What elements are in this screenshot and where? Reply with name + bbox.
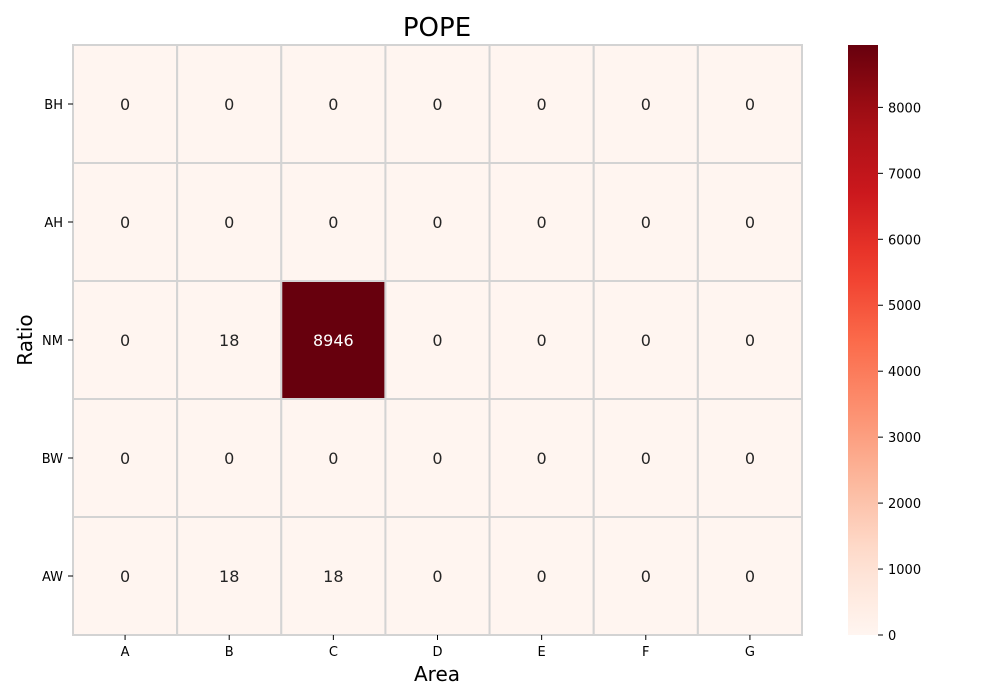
heatmap-cell (592, 398, 699, 518)
colorbar-tick-label: 2000 (888, 497, 921, 512)
y-axis: BH AH NM BW AW (42, 98, 73, 585)
colorbar-tick-label: 3000 (888, 431, 921, 446)
heatmap-cell (384, 280, 491, 400)
heatmap-cell (72, 398, 179, 518)
cell-value-label: 0 (328, 449, 338, 468)
heatmap-cell (176, 44, 283, 164)
y-axis-label: Ratio (13, 314, 37, 365)
cell-value-label: 0 (641, 331, 651, 350)
cell-value-label: 0 (120, 331, 130, 350)
cell-value-label: 0 (120, 95, 130, 114)
x-tick-label: B (225, 645, 234, 660)
cell-value-label: 0 (641, 213, 651, 232)
cell-value-label: 0 (432, 213, 442, 232)
cell-value-label: 0 (432, 449, 442, 468)
cell-value-label: 8946 (313, 331, 354, 350)
colorbar-tick-label: 6000 (888, 233, 921, 248)
cell-value-label: 0 (120, 567, 130, 586)
cell-value-label: 0 (224, 95, 234, 114)
colorbar: 0 1000 2000 3000 4000 5000 6000 7000 8000 (848, 45, 921, 644)
cell-value-label: 0 (745, 331, 755, 350)
heatmap-cell (280, 162, 387, 282)
heatmap-cell (696, 398, 803, 518)
x-axis-label: Area (414, 662, 460, 686)
cell-value-label: 0 (537, 213, 547, 232)
cell-value-label: 0 (537, 449, 547, 468)
colorbar-tick-label: 8000 (888, 101, 921, 116)
x-tick-label: D (432, 645, 442, 660)
y-tick-label: AW (42, 570, 63, 585)
cell-value-label: 0 (745, 213, 755, 232)
y-tick-label: NM (42, 334, 63, 349)
cell-value-label: 0 (745, 567, 755, 586)
heatmap-cell (384, 398, 491, 518)
heatmap-cell (488, 162, 595, 282)
cell-value-label: 18 (323, 567, 343, 586)
heatmap-cell (592, 44, 699, 164)
cell-value-label: 0 (641, 95, 651, 114)
colorbar-gradient (848, 45, 878, 635)
cell-value-label: 0 (432, 95, 442, 114)
heatmap-cells: 0 0 0 0 0 0 0 0 0 0 0 0 0 0 0 18 8946 0 0 0 0 0 0 0 0 0 0 0 0 18 18 0 0 0… (72, 44, 803, 636)
x-tick-label: E (538, 645, 546, 660)
x-tick-label: G (745, 645, 755, 660)
heatmap-cell (488, 280, 595, 400)
y-tick-label: BW (42, 452, 63, 467)
colorbar-tick-label: 7000 (888, 167, 921, 182)
cell-value-label: 0 (328, 95, 338, 114)
y-tick-label: BH (44, 98, 63, 113)
cell-value-label: 18 (219, 331, 239, 350)
heatmap-cell (592, 280, 699, 400)
heatmap-cell (176, 280, 283, 400)
colorbar-tick-label: 5000 (888, 299, 921, 314)
cell-value-label: 0 (641, 567, 651, 586)
heatmap-cell (696, 280, 803, 400)
heatmap-cell (280, 44, 387, 164)
cell-value-label: 0 (745, 95, 755, 114)
heatmap-cell (280, 280, 387, 400)
colorbar-tick-label: 0 (888, 629, 896, 644)
cell-value-label: 0 (537, 95, 547, 114)
cell-value-label: 0 (224, 213, 234, 232)
cell-value-label: 0 (641, 449, 651, 468)
x-axis: A B C D E F G (121, 635, 755, 660)
cell-value-label: 0 (537, 567, 547, 586)
cell-value-label: 0 (224, 449, 234, 468)
cell-value-label: 0 (120, 449, 130, 468)
heatmap-cell (696, 162, 803, 282)
heatmap-cell (72, 516, 179, 636)
x-tick-label: F (642, 645, 649, 660)
cell-value-label: 0 (432, 331, 442, 350)
heatmap-cell (72, 44, 179, 164)
y-tick-label: AH (44, 216, 63, 231)
x-tick-label: A (121, 645, 130, 660)
cell-value-label: 0 (537, 331, 547, 350)
heatmap-cell (176, 398, 283, 518)
cell-value-label: 0 (120, 213, 130, 232)
heatmap-cell (280, 516, 387, 636)
cell-value-label: 0 (328, 213, 338, 232)
x-tick-label: C (329, 645, 338, 660)
cell-value-label: 0 (432, 567, 442, 586)
chart-title: POPE (403, 13, 471, 43)
colorbar-tick-label: 1000 (888, 563, 921, 578)
cell-value-label: 18 (219, 567, 239, 586)
colorbar-tick-label: 4000 (888, 365, 921, 380)
cell-value-label: 0 (745, 449, 755, 468)
